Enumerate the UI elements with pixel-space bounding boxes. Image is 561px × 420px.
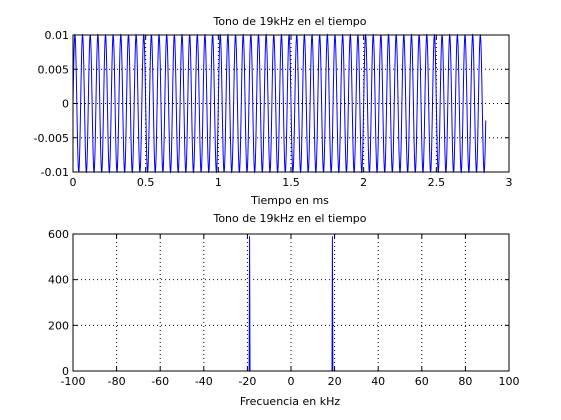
x-tick-label: 1.5	[282, 176, 300, 189]
x-tick-label: 1	[215, 176, 222, 189]
x-tick-label: 0	[288, 375, 295, 388]
x-tick-label: -100	[61, 375, 86, 388]
y-tick-label: 600	[48, 228, 69, 241]
x-tick-label: 3	[506, 176, 513, 189]
x-tick-label: -60	[151, 375, 169, 388]
x-tick-label: 60	[415, 375, 429, 388]
x-tick-label: 40	[371, 375, 385, 388]
time-plot-title: Tono de 19kHz en el tiempo	[212, 15, 366, 28]
x-tick-label: 100	[499, 375, 520, 388]
y-tick-label: 0	[62, 98, 69, 111]
time-plot: Tono de 19kHz en el tiempo 0 0.5 1 1.5 2 2.5 3…	[34, 15, 513, 207]
time-plot-border	[72, 34, 510, 173]
time-plot-ticks: 0 0.5 1 1.5 2 2.5 3 -0.01 -0.005 0 0.005 0.01	[34, 29, 513, 189]
frequency-plot-xlabel: Frecuencia en kHz	[240, 395, 341, 408]
y-tick-label: 400	[48, 274, 69, 287]
frequency-plot-border	[72, 233, 510, 372]
x-tick-label: 80	[458, 375, 472, 388]
y-tick-label: -0.01	[41, 166, 69, 179]
y-tick-label: 0.01	[45, 29, 70, 42]
time-plot-waveform	[72, 33, 487, 174]
y-tick-label: 200	[48, 319, 69, 332]
time-plot-xlabel: Tiempo en ms	[250, 194, 329, 207]
y-tick-label: 0.005	[38, 63, 70, 76]
x-tick-label: -80	[108, 375, 126, 388]
frequency-plot-grid	[73, 234, 509, 371]
y-tick-label: 0	[62, 365, 69, 378]
x-tick-label: 2.5	[428, 176, 446, 189]
y-tick-label: -0.005	[34, 132, 69, 145]
x-tick-label: 20	[328, 375, 342, 388]
frequency-plot: Tono de 19kHz en el tiempo -100 -80 -60 -40…	[48, 212, 520, 408]
x-tick-label: -40	[195, 375, 213, 388]
x-tick-label: -20	[238, 375, 256, 388]
frequency-plot-title: Tono de 19kHz en el tiempo	[212, 212, 366, 225]
x-tick-label: 0	[70, 176, 77, 189]
frequency-plot-ticks: -100 -80 -60 -40 -20 0 20 40 60 80 100 0 200 400 600	[48, 228, 520, 388]
x-tick-label: 2	[360, 176, 367, 189]
x-tick-label: 0.5	[137, 176, 155, 189]
